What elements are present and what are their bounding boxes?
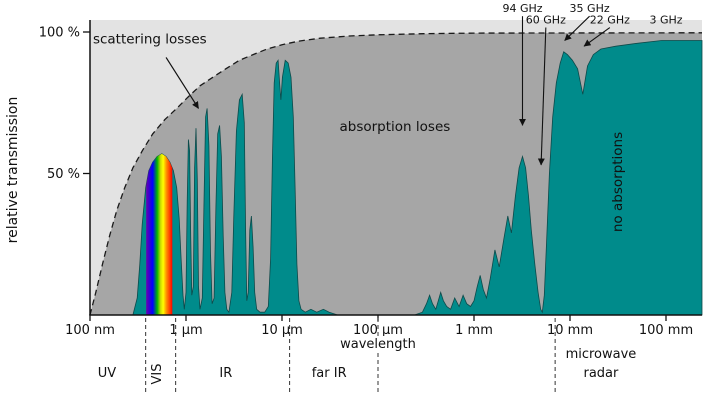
ghz-arrow [564, 15, 590, 41]
ghz-label: 94 GHz [502, 2, 542, 15]
region-label: scattering losses [93, 31, 207, 47]
band-label: microwave [566, 347, 637, 362]
y-tick-label: 100 % [39, 26, 80, 41]
x-tick-label: 10 µm [261, 323, 303, 338]
x-axis-ticks: 100 nm 1 µm 10 µm 100 µm 1 mm 10 mm 100 mm [65, 315, 693, 338]
band-labels: UV VIS IR far IR microwave radar [98, 347, 637, 384]
transmission-area [90, 40, 703, 316]
ghz-label: 35 GHz [570, 2, 610, 15]
x-tick-label: 100 µm [353, 323, 403, 338]
scattering-losses-arrow [165, 57, 200, 109]
y-tick-label: 50 % [47, 167, 80, 182]
ghz-label: 22 GHz [590, 14, 630, 27]
band-label: VIS [150, 364, 165, 385]
x-tick-label: 1 µm [169, 323, 202, 338]
x-tick-label: 100 mm [639, 323, 693, 338]
x-axis-label: wavelength [340, 337, 416, 352]
x-tick-label: 100 nm [65, 323, 115, 338]
x-tick-label: 1 mm [455, 323, 493, 338]
ghz-label: 60 GHz [526, 14, 566, 27]
band-label: IR [219, 366, 232, 381]
ghz-label: 3 GHz [649, 14, 682, 27]
band-label: UV [98, 366, 117, 381]
y-axis-label: relative transmission [5, 97, 21, 244]
x-axis-label-background [336, 336, 420, 352]
x-axis-label-group: wavelength [336, 336, 420, 352]
region-label: no absorptions [610, 132, 626, 232]
ghz-arrow [537, 27, 547, 166]
scattering-envelope-curve [89, 32, 703, 316]
y-axis-ticks: 100 % 50 % [39, 26, 90, 182]
x-tick-label: 10 mm [547, 323, 593, 338]
axes [89, 20, 702, 316]
ghz-arrow [583, 27, 611, 47]
band-separators [145, 318, 556, 392]
band-label: far IR [312, 366, 347, 381]
band-label: radar [583, 366, 619, 381]
region-label: absorption loses [340, 119, 451, 135]
region-labels: scattering losses absorption loses no abso… [93, 31, 626, 232]
